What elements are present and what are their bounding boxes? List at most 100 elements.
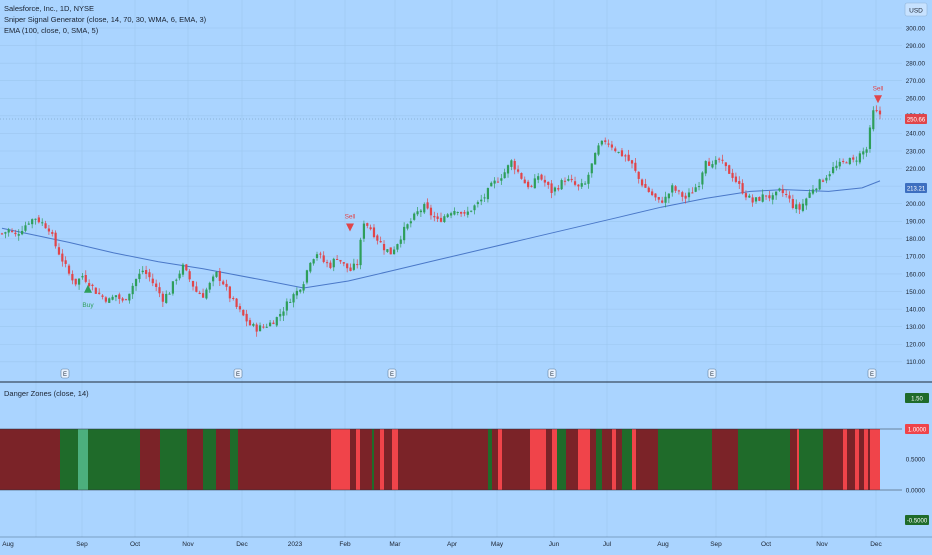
candle-body bbox=[165, 293, 168, 303]
candle-body bbox=[155, 283, 158, 287]
candle-body bbox=[181, 264, 185, 275]
earnings-icon[interactable] bbox=[707, 368, 717, 379]
candle-body bbox=[37, 217, 40, 223]
danger-zone-bar bbox=[566, 429, 578, 490]
candle-body bbox=[496, 181, 500, 183]
danger-zones-legend[interactable]: Danger Zones (close, 14) bbox=[4, 389, 89, 398]
candle-body bbox=[600, 140, 603, 145]
candle-body bbox=[232, 298, 235, 300]
candle-body bbox=[54, 232, 57, 247]
candle-body bbox=[563, 180, 567, 182]
danger-zone-bar bbox=[350, 429, 356, 490]
time-axis[interactable]: Aug Sep Oct Nov Dec 2023 Feb Mar Apr May Jun Jul Aug… bbox=[2, 541, 882, 548]
candle-body bbox=[644, 184, 647, 188]
candle-body bbox=[94, 287, 97, 294]
price-tick-label: 300.00 bbox=[906, 25, 926, 32]
candle-body bbox=[198, 292, 201, 294]
candle-body bbox=[433, 216, 436, 218]
candle-body bbox=[299, 289, 302, 292]
candle-body bbox=[416, 211, 419, 215]
candle-body bbox=[664, 196, 667, 203]
earnings-icon[interactable] bbox=[233, 368, 243, 379]
candle-body bbox=[671, 185, 674, 193]
danger-zone-bar bbox=[552, 429, 557, 490]
price-axis[interactable]: 110.00 120.00 130.00 140.00 150.00 160.00 170.… bbox=[905, 25, 927, 366]
candle-body bbox=[718, 158, 721, 160]
candle-body bbox=[44, 223, 47, 229]
candle-body bbox=[403, 226, 406, 241]
candle-body bbox=[456, 211, 459, 213]
candle-body bbox=[436, 216, 439, 219]
candle-body bbox=[738, 181, 741, 184]
danger-zone-bar bbox=[578, 429, 590, 490]
candle-body bbox=[748, 195, 751, 198]
price-tick-label: 280.00 bbox=[906, 60, 926, 67]
candle-body bbox=[188, 271, 191, 280]
candle-body bbox=[610, 144, 614, 148]
candle-body bbox=[667, 193, 670, 199]
candle-body bbox=[325, 262, 329, 264]
indicator-tick-label: 0.0000 bbox=[906, 487, 926, 494]
candle-body bbox=[620, 150, 624, 157]
candle-body bbox=[275, 317, 278, 326]
candle-body bbox=[761, 194, 764, 202]
currency-button[interactable] bbox=[904, 2, 928, 17]
candle-body bbox=[315, 254, 319, 259]
time-tick-label: Nov bbox=[816, 541, 828, 548]
candle-body bbox=[71, 273, 74, 281]
indicator-axis[interactable]: 1.50 1.0000 0.5000 0.0000 -0.5000 bbox=[905, 393, 929, 525]
candle-body bbox=[557, 188, 560, 190]
candle-body bbox=[386, 249, 389, 252]
candle-body bbox=[681, 192, 684, 197]
danger-zone-bar bbox=[799, 429, 802, 490]
candle-body bbox=[775, 191, 778, 196]
candle-body bbox=[319, 253, 322, 255]
earnings-icon[interactable] bbox=[387, 368, 397, 379]
candle-body bbox=[429, 207, 433, 216]
danger-zone-bar bbox=[238, 429, 293, 490]
candle-body bbox=[171, 281, 175, 294]
earnings-icon[interactable] bbox=[60, 368, 70, 379]
indicator-legend-signal[interactable]: Sniper Signal Generator (close, 14, 70, … bbox=[4, 15, 207, 24]
candle-body bbox=[108, 298, 111, 303]
candle-body bbox=[721, 159, 724, 161]
danger-zone-bar bbox=[843, 429, 847, 490]
danger-zone-bar bbox=[870, 429, 880, 490]
candle-body bbox=[590, 163, 593, 174]
candle-body bbox=[694, 187, 697, 192]
danger-zone-bar bbox=[596, 429, 602, 490]
candle-body bbox=[248, 320, 252, 326]
candle-body bbox=[134, 279, 138, 287]
price-tick-label: 200.00 bbox=[906, 201, 926, 208]
danger-zone-bar bbox=[488, 429, 492, 490]
candle-body bbox=[191, 281, 195, 287]
danger-zone-bar bbox=[78, 429, 88, 490]
candle-body bbox=[811, 189, 815, 194]
danger-zone-bar bbox=[557, 429, 566, 490]
candle-body bbox=[466, 211, 469, 215]
price-tick-label: 160.00 bbox=[906, 271, 926, 278]
indicator-tick-label: -0.5000 bbox=[907, 518, 928, 524]
candle-body bbox=[808, 192, 811, 198]
candle-body bbox=[530, 185, 533, 187]
candle-body bbox=[580, 183, 583, 187]
candle-body bbox=[77, 278, 81, 285]
time-tick-label: Oct bbox=[130, 541, 140, 548]
candle-body bbox=[389, 247, 392, 255]
candle-body bbox=[242, 309, 245, 316]
danger-zone-bar bbox=[0, 429, 60, 490]
danger-zones-heatmap bbox=[0, 428, 902, 491]
candle-body bbox=[553, 187, 557, 192]
candle-body bbox=[654, 193, 657, 198]
price-tick-label: 230.00 bbox=[906, 148, 926, 155]
candle-body bbox=[594, 152, 597, 165]
price-tick-label: 220.00 bbox=[906, 166, 926, 173]
candle-body bbox=[604, 140, 607, 142]
indicator-legend-ema[interactable]: EMA (100, close, 0, SMA, 5) bbox=[4, 26, 99, 35]
earnings-icon[interactable] bbox=[547, 368, 557, 379]
danger-zone-bar bbox=[398, 429, 448, 490]
candle-body bbox=[295, 290, 299, 296]
earnings-icon[interactable] bbox=[867, 368, 877, 379]
